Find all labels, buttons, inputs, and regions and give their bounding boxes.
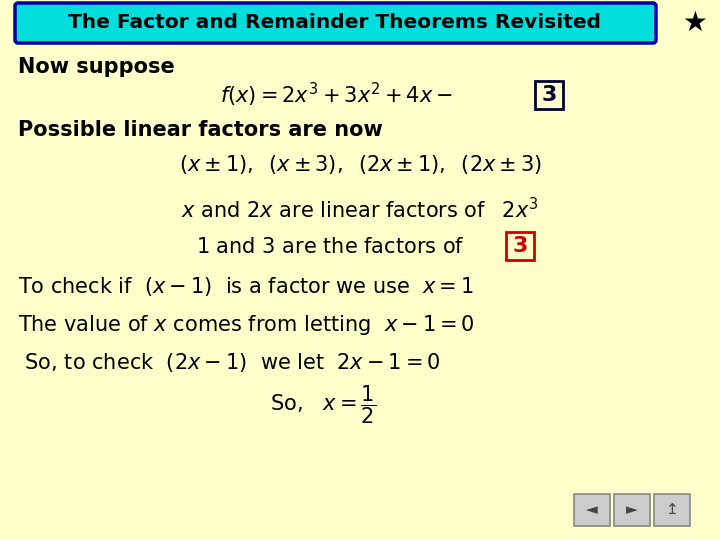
Text: $x$ and $2x$ are linear factors of $\;\;2x^3$: $x$ and $2x$ are linear factors of $\;\;…: [181, 198, 539, 222]
FancyBboxPatch shape: [614, 494, 650, 526]
FancyBboxPatch shape: [574, 494, 610, 526]
Text: ◄: ◄: [586, 503, 598, 517]
FancyBboxPatch shape: [535, 81, 563, 109]
Text: $1$ and $3$ are the factors of: $1$ and $3$ are the factors of: [196, 237, 464, 257]
Text: $f(x) = 2x^3 + 3x^2 + 4x -$: $f(x) = 2x^3 + 3x^2 + 4x -$: [220, 81, 453, 109]
FancyBboxPatch shape: [506, 232, 534, 260]
Text: Possible linear factors are now: Possible linear factors are now: [18, 120, 383, 140]
Text: ►: ►: [626, 503, 638, 517]
Text: To check if  $(x - 1)$  is a factor we use  $x = 1$: To check if $(x - 1)$ is a factor we use…: [18, 275, 474, 299]
Text: The value of $x$ comes from letting  $x - 1 = 0$: The value of $x$ comes from letting $x -…: [18, 313, 474, 337]
Text: So, to check  $(2x - 1)$  we let  $2x - 1 = 0$: So, to check $(2x - 1)$ we let $2x - 1 =…: [18, 350, 441, 374]
Text: So,$\quad x = \dfrac{1}{2}$: So,$\quad x = \dfrac{1}{2}$: [270, 384, 377, 426]
Text: $\mathbf{3}$: $\mathbf{3}$: [541, 85, 557, 105]
FancyBboxPatch shape: [654, 494, 690, 526]
Text: ↥: ↥: [665, 503, 678, 517]
FancyBboxPatch shape: [15, 3, 656, 43]
Text: The Factor and Remainder Theorems Revisited: The Factor and Remainder Theorems Revisi…: [68, 14, 601, 32]
Text: $\mathbf{3}$: $\mathbf{3}$: [512, 236, 528, 256]
Text: $(x \pm 1),\;\;(x \pm 3),\;\;(2x \pm 1),\;\;(2x \pm 3)$: $(x \pm 1),\;\;(x \pm 3),\;\;(2x \pm 1),…: [179, 153, 541, 177]
Text: ★: ★: [683, 9, 708, 37]
Text: Now suppose: Now suppose: [18, 57, 175, 77]
